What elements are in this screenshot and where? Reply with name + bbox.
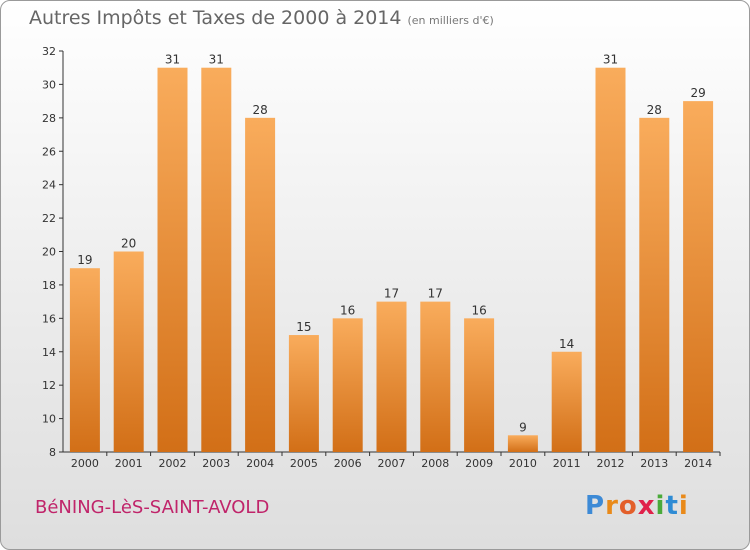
x-tick-label: 2002 [159,457,187,470]
bar[interactable] [245,117,276,452]
bar-value-label: 28 [252,103,267,117]
bar[interactable] [639,117,670,452]
x-tick-label: 2007 [378,457,406,470]
bar-value-label: 31 [209,53,224,67]
bar-value-label: 31 [165,53,180,67]
bar[interactable] [288,335,319,452]
y-tick-label: 22 [42,212,56,225]
bar[interactable] [420,301,451,452]
bar-value-label: 31 [603,53,618,67]
y-tick-label: 18 [42,279,56,292]
logo-letter: o [618,491,638,521]
commune-name: BéNING-LèS-SAINT-AVOLD [35,497,270,518]
x-tick-label: 2001 [115,457,143,470]
bar[interactable] [201,67,232,452]
bar-value-label: 15 [296,320,311,334]
y-tick-label: 10 [42,413,56,426]
bar-value-label: 14 [559,337,574,351]
bar[interactable] [69,268,100,452]
x-tick-label: 2009 [465,457,493,470]
bar-value-label: 16 [471,303,486,317]
logo-letter: i [655,491,666,521]
bar[interactable] [376,301,407,452]
x-tick-label: 2003 [202,457,230,470]
chart-title-text: Autres Impôts et Taxes de 2000 à 2014 [29,7,402,29]
bar[interactable] [595,67,626,452]
chart-title: Autres Impôts et Taxes de 2000 à 2014 (en… [29,7,494,29]
bar[interactable] [464,318,495,452]
chart-subtitle: (en milliers d'€) [407,14,494,27]
x-tick-label: 2004 [246,457,274,470]
bar-value-label: 28 [647,103,662,117]
logo-letter: x [637,491,656,521]
y-tick-label: 30 [42,78,56,91]
x-tick-label: 2013 [640,457,668,470]
logo-letter: P [585,491,606,521]
y-tick-label: 16 [42,312,56,325]
bar-value-label: 9 [519,420,527,434]
x-tick-label: 2010 [509,457,537,470]
x-tick-label: 2005 [290,457,318,470]
x-tick-label: 2012 [597,457,625,470]
bar[interactable] [507,435,538,452]
bar-value-label: 17 [428,287,443,301]
bar-value-label: 20 [121,237,136,251]
x-tick-label: 2000 [71,457,99,470]
y-tick-label: 32 [42,45,56,58]
y-tick-label: 28 [42,112,56,125]
logo-letter: i [678,491,689,521]
bars: 19 20 31 31 28 15 16 17 17 16 9 14 31 28 29 [69,53,714,453]
bar[interactable] [551,351,582,452]
y-tick-label: 26 [42,145,56,158]
logo-letter: r [605,491,619,521]
bar-value-label: 17 [384,287,399,301]
bar[interactable] [157,67,188,452]
y-tick-label: 20 [42,246,56,259]
bar-value-label: 16 [340,303,355,317]
y-tick-label: 24 [42,179,56,192]
logo-letter: t [665,491,679,521]
y-tick-label: 12 [42,379,56,392]
x-tick-label: 2011 [553,457,581,470]
x-tick-label: 2008 [421,457,449,470]
x-tick-label: 2006 [334,457,362,470]
y-tick-label: 14 [42,346,56,359]
bar[interactable] [332,318,363,452]
bar-value-label: 19 [77,253,92,267]
proxiti-logo[interactable]: Proxiti [585,491,689,521]
y-tick-label: 8 [49,446,56,459]
bar[interactable] [683,101,714,452]
x-tick-label: 2014 [684,457,712,470]
bar[interactable] [113,251,144,453]
bar-value-label: 29 [690,86,705,100]
